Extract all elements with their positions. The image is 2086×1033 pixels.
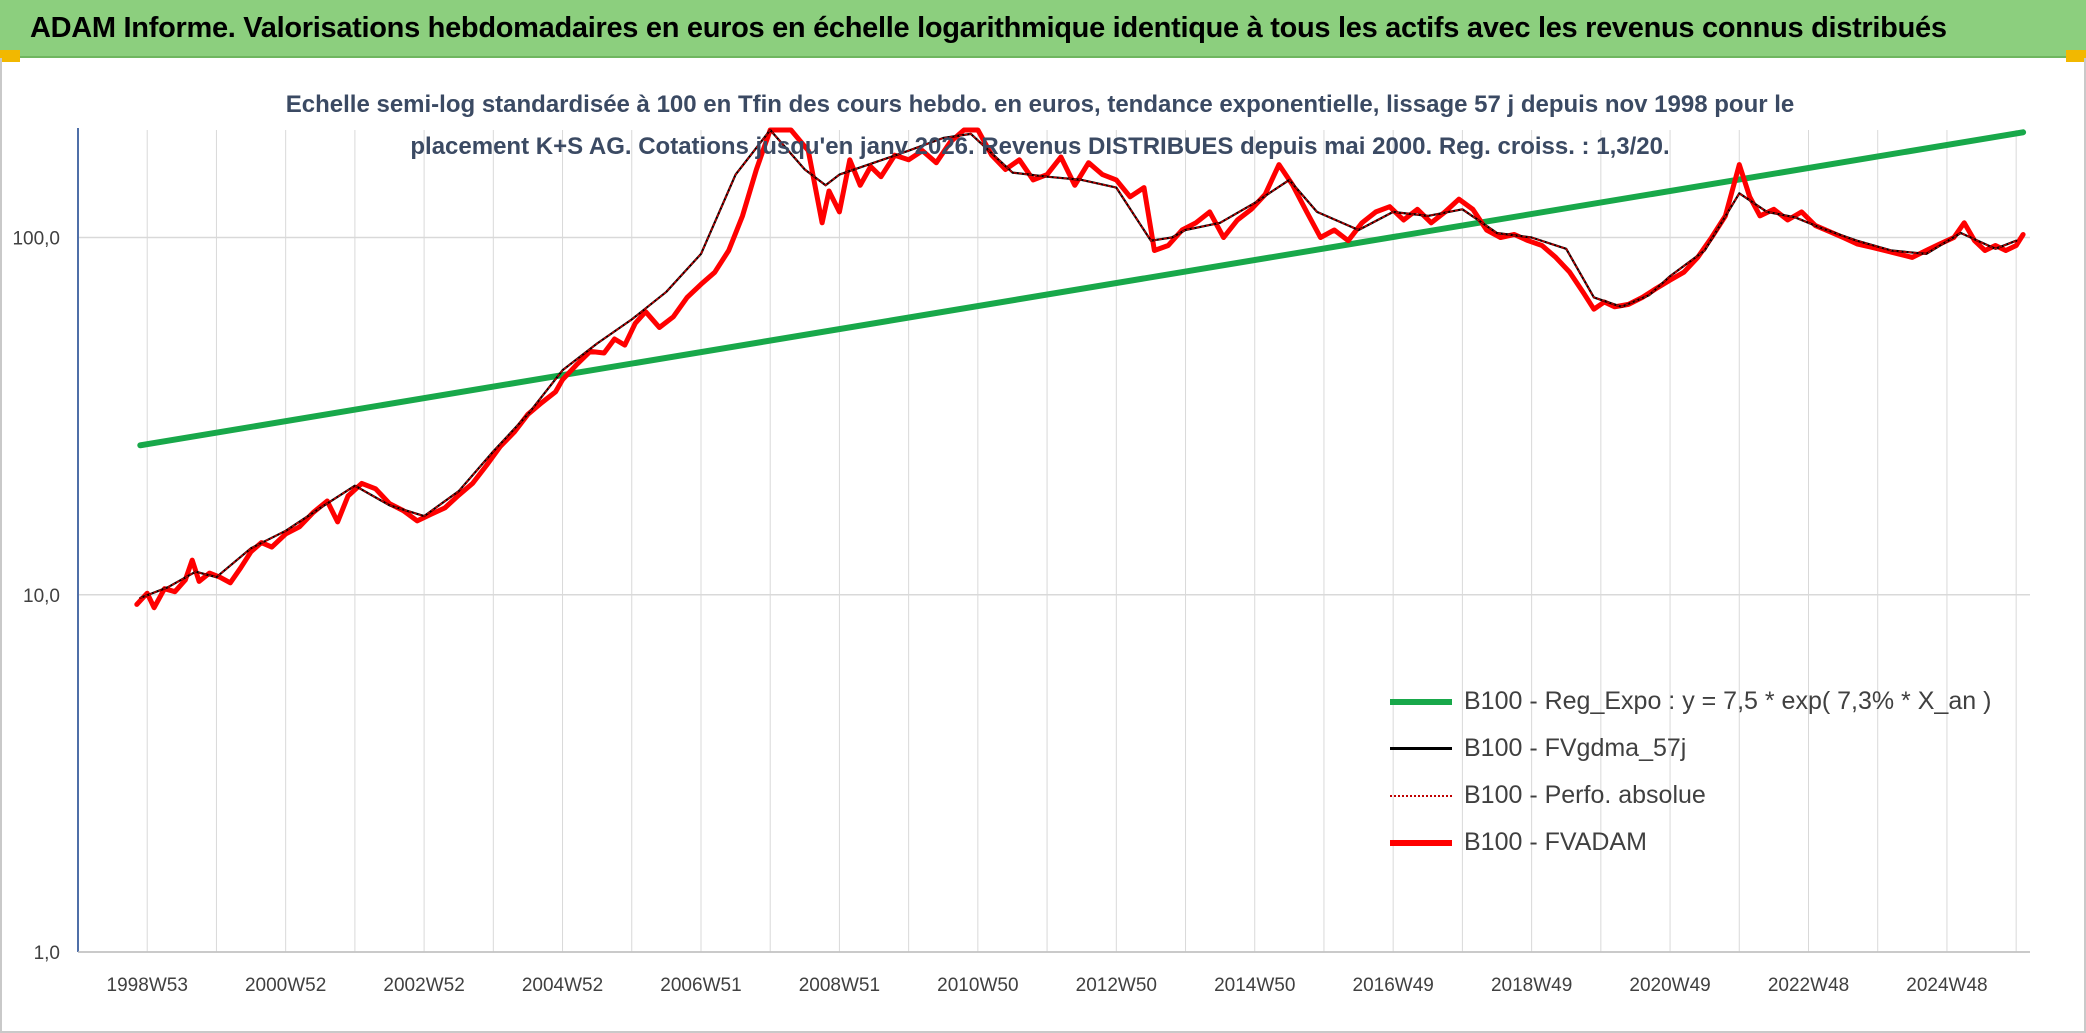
x-tick-label-9: 2016W49 [1353, 975, 1434, 996]
legend-label-smoothed: B100 - FVgdma_57j [1464, 734, 1687, 762]
frame-border-left [0, 58, 2, 1033]
x-tick-label-3: 2004W52 [522, 975, 603, 996]
report-header: ADAM Informe. Valorisations hebdomadaire… [0, 0, 2086, 58]
corner-marker-right [2066, 50, 2086, 62]
corner-marker-left [0, 50, 20, 62]
x-tick-label-0: 1998W53 [107, 975, 188, 996]
x-tick-label-5: 2008W51 [799, 975, 880, 996]
report-title: ADAM Informe. Valorisations hebdomadaire… [30, 11, 1947, 44]
y-tick-label-1: 10,0 [23, 586, 60, 607]
x-tick-label-6: 2010W50 [937, 975, 1018, 996]
series-line-fvadam [134, 127, 2026, 611]
legend-item-trend: B100 - Reg_Expo : y = 7,5 * exp( 7,3% * … [1390, 678, 1991, 725]
x-tick-label-1: 2000W52 [245, 975, 326, 996]
x-tick-label-11: 2020W49 [1629, 975, 1710, 996]
y-tick-label-0: 1,0 [34, 943, 60, 964]
axes: 1,0 10,0 100,0 1998W53 2000W52 2002W52 2004W52… [12, 128, 2030, 996]
x-tick-label-7: 2012W50 [1076, 975, 1157, 996]
legend-label-trend: B100 - Reg_Expo : y = 7,5 * exp( 7,3% * … [1464, 687, 1992, 715]
series-line-trend [137, 129, 2027, 449]
series-line-perf [139, 129, 2017, 599]
legend-swatch-perf [1390, 794, 1452, 797]
y-tick-label-2: 100,0 [12, 229, 60, 250]
x-tick-label-10: 2018W49 [1491, 975, 1572, 996]
legend-item-smoothed: B100 - FVgdma_57j [1390, 725, 1991, 772]
chart-legend: B100 - Reg_Expo : y = 7,5 * exp( 7,3% * … [1390, 678, 1991, 866]
series [134, 127, 2027, 611]
x-tick-label-2: 2002W52 [383, 975, 464, 996]
x-tick-label-4: 2006W51 [660, 975, 741, 996]
frame-border-bottom [0, 1031, 2086, 1033]
chart-area: 1,0 10,0 100,0 1998W53 2000W52 2002W52 2004W52… [12, 127, 2030, 996]
legend-item-perf: B100 - Perfo. absolue [1390, 772, 1991, 819]
x-tick-label-12: 2022W48 [1768, 975, 1849, 996]
chart-subtitle-line-1: Echelle semi-log standardisée à 100 en T… [285, 91, 1795, 118]
frame-border-right [2084, 58, 2086, 1033]
legend-item-fvadam: B100 - FVADAM [1390, 819, 1991, 866]
legend-swatch-fvadam [1390, 839, 1452, 846]
legend-label-fvadam: B100 - FVADAM [1464, 828, 1647, 856]
x-tick-label-8: 2014W50 [1214, 975, 1295, 996]
x-tick-label-13: 2024W48 [1906, 975, 1987, 996]
legend-swatch-smoothed [1390, 747, 1452, 750]
legend-swatch-trend [1390, 698, 1452, 705]
legend-label-perf: B100 - Perfo. absolue [1464, 781, 1706, 809]
chart-subtitle-line-2: placement K+S AG. Cotations jusqu'en jan… [410, 133, 1670, 160]
